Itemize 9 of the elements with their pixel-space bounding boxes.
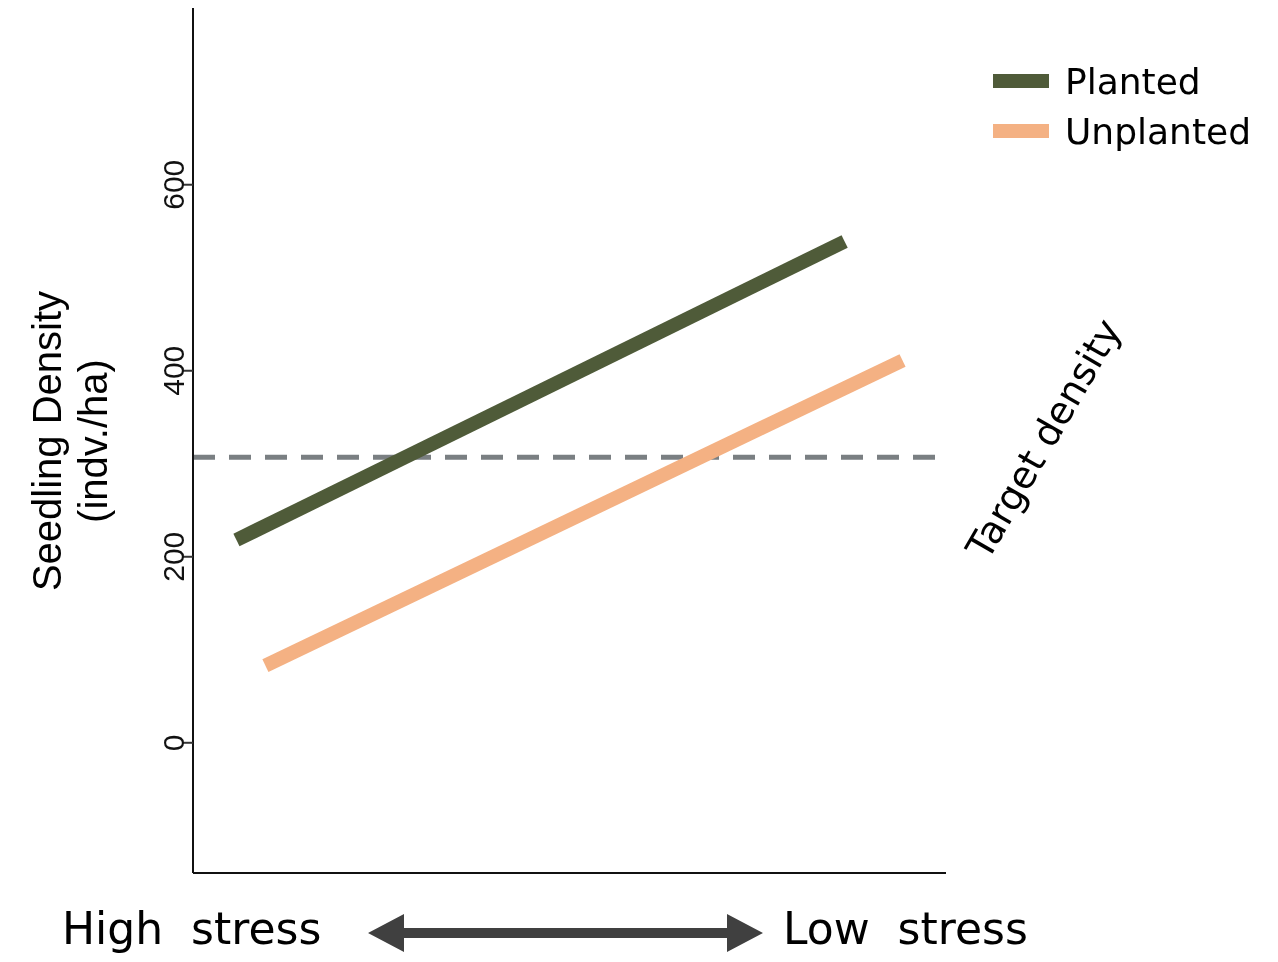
- y-tick-label: 0: [156, 734, 190, 752]
- legend-label: Planted: [1065, 60, 1201, 102]
- y-tick-label: 200: [156, 531, 190, 582]
- y-tick-label: 600: [156, 159, 190, 210]
- text: High stress: [62, 903, 322, 954]
- y-axis-title: Seedling Density (indv./ha): [24, 289, 116, 594]
- text: Low stress: [783, 903, 1028, 954]
- legend-label: Unplanted: [1065, 110, 1252, 152]
- y-tick-label: 400: [156, 345, 190, 396]
